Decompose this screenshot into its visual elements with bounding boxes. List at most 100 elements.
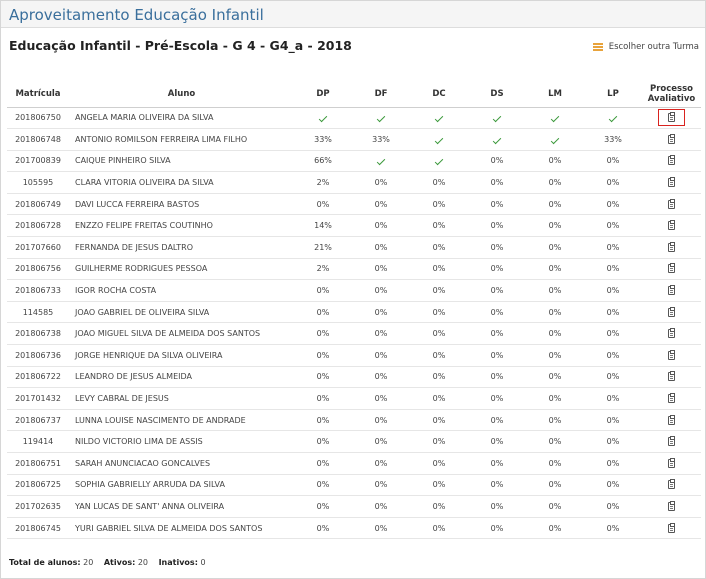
clipboard-icon [668, 263, 675, 274]
processo-avaliativo-button[interactable] [662, 349, 681, 362]
aluno-cell: IGOR ROCHA COSTA [69, 279, 294, 302]
dc-cell: 0% [410, 258, 468, 281]
processo-avaliativo-button[interactable] [662, 241, 681, 254]
processo-avaliativo-button[interactable] [662, 392, 681, 405]
matricula-cell: 201806728 [7, 214, 69, 238]
df-cell [352, 150, 410, 173]
dc-cell: 0% [410, 322, 468, 346]
matricula-cell: 201701432 [7, 387, 69, 410]
matricula-cell: 201806737 [7, 409, 69, 432]
table-row: 201707660 FERNANDA DE JESUS DALTRO 21% 0% 0%… [7, 236, 701, 259]
table-row: 201806736 JORGE HENRIQUE DA SILVA OLIVEIR… [7, 344, 701, 367]
students-table: Matrícula Aluno DP DF DC DS LM LP Proces… [7, 81, 701, 540]
check-icon [492, 135, 502, 145]
processo-cell [642, 517, 701, 540]
table-body: 201806750 ANGELA MARIA OLIVEIRA DA SILVA 2… [7, 107, 701, 540]
lm-cell: 0% [526, 474, 584, 497]
panel-header: Aproveitamento Educação Infantil [1, 1, 705, 28]
matricula-cell: 201806733 [7, 279, 69, 302]
col-df: DF [352, 81, 410, 108]
df-cell: 33% [352, 128, 410, 151]
processo-avaliativo-button[interactable] [662, 284, 681, 297]
lp-cell: 0% [584, 258, 642, 281]
processo-avaliativo-button[interactable] [662, 306, 681, 319]
processo-cell [642, 236, 701, 259]
check-icon [434, 114, 444, 123]
processo-cell [642, 107, 701, 130]
processo-avaliativo-button[interactable] [662, 457, 681, 470]
processo-avaliativo-button[interactable] [662, 133, 681, 146]
lm-cell: 0% [526, 301, 584, 324]
processo-avaliativo-button[interactable] [662, 198, 681, 211]
ds-cell: 0% [468, 150, 526, 173]
dp-cell: 0% [294, 387, 352, 410]
processo-avaliativo-button[interactable] [662, 327, 681, 340]
check-icon [376, 157, 386, 166]
ds-cell: 0% [468, 430, 526, 453]
processo-avaliativo-button[interactable] [662, 219, 681, 232]
ds-cell: 0% [468, 474, 526, 497]
choose-class-label: Escolher outra Turma [608, 42, 699, 52]
dp-cell: 0% [294, 366, 352, 389]
clipboard-icon [668, 133, 675, 144]
matricula-cell: 201702635 [7, 495, 69, 518]
inativos-label: Inativos: [158, 558, 198, 567]
table-row: 201700839 CAIQUE PINHEIRO SILVA 66% 0% 0% 0% [7, 150, 701, 173]
processo-avaliativo-button[interactable] [662, 154, 681, 167]
lp-cell: 0% [584, 214, 642, 238]
processo-cell [642, 193, 701, 216]
ativos-label: Ativos: [103, 558, 136, 567]
processo-cell [642, 279, 701, 302]
matricula-cell: 201806750 [7, 107, 69, 130]
total-value: 20 [83, 558, 94, 567]
dp-cell: 0% [294, 322, 352, 346]
processo-avaliativo-button[interactable] [662, 522, 681, 535]
aluno-cell: LEVY CABRAL DE JESUS [69, 387, 294, 410]
processo-avaliativo-button[interactable] [662, 370, 681, 383]
dc-cell: 0% [410, 409, 468, 432]
lp-cell: 0% [584, 474, 642, 497]
dc-cell: 0% [410, 301, 468, 324]
processo-avaliativo-button[interactable] [658, 109, 685, 127]
check-icon [550, 135, 560, 145]
lp-cell: 0% [584, 301, 642, 324]
dc-cell: 0% [410, 214, 468, 238]
aluno-cell: YAN LUCAS DE SANT' ANNA OLIVEIRA [69, 495, 294, 518]
aluno-cell: LUNNA LOUISE NASCIMENTO DE ANDRADE [69, 409, 294, 432]
processo-avaliativo-button[interactable] [662, 262, 681, 275]
processo-avaliativo-button[interactable] [662, 435, 681, 448]
choose-class-link[interactable]: Escolher outra Turma [592, 42, 699, 52]
df-cell: 0% [352, 474, 410, 497]
lm-cell: 0% [526, 279, 584, 302]
df-cell: 0% [352, 366, 410, 389]
df-cell: 0% [352, 495, 410, 518]
check-icon [608, 114, 618, 123]
lm-cell: 0% [526, 452, 584, 475]
check-icon [550, 114, 560, 123]
matricula-cell: 201806756 [7, 258, 69, 281]
table-row: 201806750 ANGELA MARIA OLIVEIRA DA SILVA [7, 107, 701, 130]
lp-cell: 33% [584, 128, 642, 151]
dp-cell: 66% [294, 150, 352, 173]
dp-cell: 14% [294, 214, 352, 238]
total-label: Total de alunos: [9, 558, 81, 567]
table-row: 201806756 GUILHERME RODRIGUES PESSOA 2% 0% 0… [7, 258, 701, 281]
processo-avaliativo-button[interactable] [662, 414, 681, 427]
processo-avaliativo-button[interactable] [662, 500, 681, 513]
df-cell: 0% [352, 430, 410, 453]
ativos-value: 20 [137, 558, 149, 567]
class-subheader: Educação Infantil - Pré-Escola - G 4 - G… [1, 28, 705, 68]
table-row: 105595 CLARA VITORIA OLIVEIRA DA SILVA 2% 0… [7, 171, 701, 194]
processo-cell [642, 214, 701, 238]
processo-avaliativo-button[interactable] [662, 478, 681, 491]
processo-cell [642, 495, 701, 518]
ds-cell [468, 107, 526, 130]
df-cell: 0% [352, 301, 410, 324]
dp-cell: 2% [294, 171, 352, 194]
processo-avaliativo-button[interactable] [662, 176, 681, 189]
processo-cell [642, 322, 701, 346]
matricula-cell: 201806722 [7, 366, 69, 389]
col-processo: Processo Avaliativo [642, 81, 701, 108]
dc-cell: 0% [410, 366, 468, 389]
